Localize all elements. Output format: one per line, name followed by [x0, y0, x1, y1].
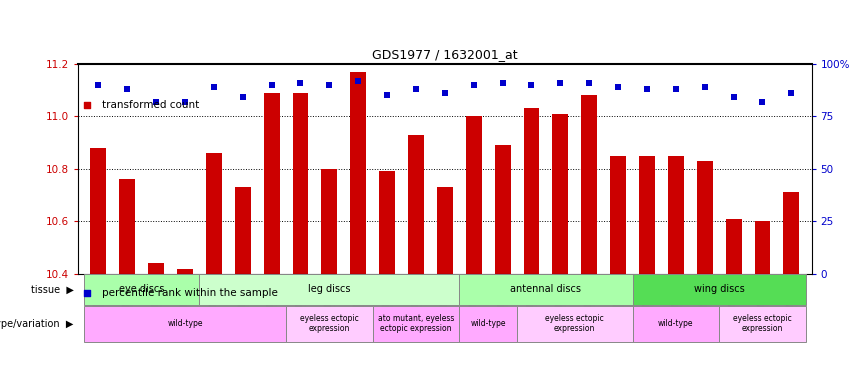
Bar — [408, 135, 424, 274]
Bar — [633, 306, 720, 342]
Point — [409, 86, 423, 92]
Text: wild-type: wild-type — [168, 319, 203, 328]
Point — [352, 78, 365, 84]
Point — [236, 94, 250, 100]
Point — [524, 82, 538, 88]
Point — [293, 80, 307, 86]
Point — [80, 362, 94, 368]
Point — [669, 86, 683, 92]
Bar — [321, 169, 338, 274]
Bar — [459, 274, 633, 305]
Text: genotype/variation  ▶: genotype/variation ▶ — [0, 320, 74, 329]
Point — [91, 82, 105, 88]
Bar — [437, 187, 453, 274]
Text: antennal discs: antennal discs — [510, 284, 582, 294]
Point — [755, 99, 769, 105]
Point — [265, 82, 279, 88]
Text: wing discs: wing discs — [694, 284, 745, 294]
Text: percentile rank within the sample: percentile rank within the sample — [102, 288, 279, 297]
Text: transformed count: transformed count — [102, 100, 200, 110]
Bar — [372, 306, 459, 342]
Bar — [495, 145, 510, 274]
Point — [727, 94, 740, 100]
Title: GDS1977 / 1632001_at: GDS1977 / 1632001_at — [372, 48, 517, 61]
Bar — [517, 306, 633, 342]
Point — [640, 86, 654, 92]
Point — [80, 348, 94, 354]
Text: eyeless ectopic
expression: eyeless ectopic expression — [300, 314, 358, 333]
Text: wild-type: wild-type — [658, 319, 694, 328]
Point — [178, 99, 192, 105]
Bar — [697, 161, 713, 274]
Bar — [177, 268, 193, 274]
Bar — [610, 156, 626, 274]
Point — [554, 80, 568, 86]
Point — [149, 99, 163, 105]
Text: eyeless ectopic
expression: eyeless ectopic expression — [545, 314, 604, 333]
Bar — [726, 219, 741, 274]
Point — [467, 82, 481, 88]
Bar — [84, 274, 200, 305]
Text: tissue  ▶: tissue ▶ — [31, 285, 74, 295]
Bar — [84, 306, 286, 342]
Text: eyeless ectopic
expression: eyeless ectopic expression — [733, 314, 792, 333]
Point — [121, 86, 135, 92]
Text: wild-type: wild-type — [470, 319, 506, 328]
Bar — [784, 192, 799, 274]
Bar — [200, 274, 459, 305]
Bar — [206, 153, 222, 274]
Text: ato mutant, eyeless
ectopic expression: ato mutant, eyeless ectopic expression — [378, 314, 454, 333]
Bar — [119, 179, 135, 274]
Bar — [639, 156, 655, 274]
Bar — [720, 306, 806, 342]
Bar — [234, 187, 251, 274]
Text: eye discs: eye discs — [119, 284, 164, 294]
Bar — [582, 95, 597, 274]
Bar — [148, 263, 164, 274]
Point — [438, 90, 452, 96]
Bar — [466, 116, 482, 274]
Point — [698, 84, 712, 90]
Text: leg discs: leg discs — [308, 284, 351, 294]
Point — [380, 92, 394, 98]
Point — [582, 80, 596, 86]
Bar — [633, 274, 806, 305]
Point — [785, 90, 799, 96]
Bar — [667, 156, 684, 274]
Bar — [552, 114, 569, 274]
Point — [322, 82, 336, 88]
Bar — [523, 108, 539, 274]
Bar — [286, 306, 372, 342]
Point — [611, 84, 625, 90]
Bar — [459, 306, 517, 342]
Point — [207, 84, 220, 90]
Bar — [754, 221, 771, 274]
Bar — [90, 148, 106, 274]
Bar — [264, 93, 279, 274]
Bar — [379, 171, 395, 274]
Bar — [293, 93, 308, 274]
Bar — [351, 72, 366, 274]
Point — [496, 80, 510, 86]
